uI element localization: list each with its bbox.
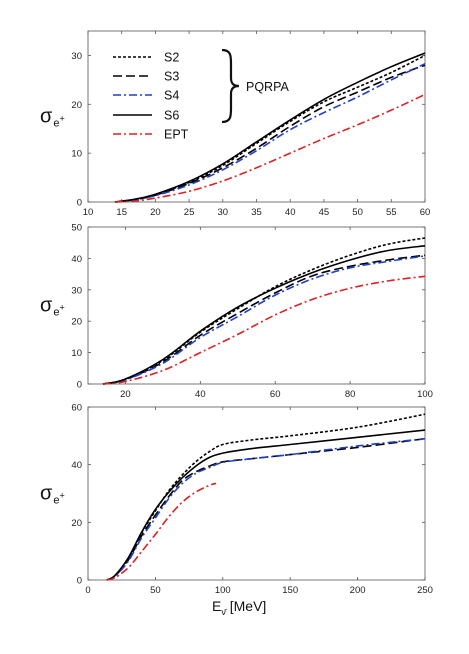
plot-frame	[87, 226, 426, 385]
x-tick-label: 25	[184, 207, 195, 218]
y-tick-label: 20	[71, 317, 82, 328]
x-tick-label: 50	[150, 585, 161, 596]
y-tick-label: 50	[71, 223, 82, 234]
y-tick-label: 10	[71, 149, 82, 160]
series-line-s2	[102, 237, 426, 385]
series-line-s6	[102, 245, 426, 385]
y-tick-label: 0	[77, 198, 82, 209]
x-tick-label: 60	[270, 389, 281, 400]
x-tick-label: 200	[350, 585, 366, 596]
x-tick-label: 150	[282, 585, 298, 596]
x-tick-label: 250	[417, 585, 433, 596]
legend-label-s4: S4	[164, 89, 179, 103]
x-tick-label: 100	[215, 585, 231, 596]
legend-group-label: PQRPA	[246, 80, 289, 94]
x-tick-label: 10	[83, 207, 94, 218]
x-tick-label: 45	[319, 207, 330, 218]
x-tick-label: 30	[218, 207, 229, 218]
x-tick-label: 40	[195, 389, 206, 400]
y-tick-label: 20	[71, 518, 82, 529]
y-tick-label: 30	[71, 51, 82, 62]
series-line-s3	[102, 254, 426, 385]
y-axis-label: σe+	[40, 106, 65, 130]
x-axis-label: Eν̄ [MeV]	[212, 598, 266, 617]
series-line-ept	[106, 482, 217, 581]
y-tick-label: 0	[77, 576, 82, 587]
y-tick-label: 0	[77, 380, 82, 391]
x-tick-label: 100	[417, 389, 433, 400]
chart-panel-3: 0 50 100 150 200 250 0 20 40 60 σe+ Eν̄ [MeV]	[40, 403, 433, 618]
series-line-s4	[102, 255, 426, 385]
y-tick-label: 20	[71, 100, 82, 111]
series-line-s2	[106, 413, 426, 581]
legend-label-s6: S6	[164, 109, 179, 123]
y-tick-label: 30	[71, 285, 82, 296]
x-tick-label: 80	[345, 389, 356, 400]
series-line-s6	[106, 429, 426, 581]
series-line-s4	[114, 62, 426, 203]
chart-panel-2: 20 40 60 80 100 0 10 20 30 40 50 σe+	[40, 223, 433, 401]
x-tick-label: 35	[251, 207, 262, 218]
y-axis-label: σe+	[40, 483, 65, 507]
y-tick-label: 10	[71, 348, 82, 359]
x-tick-label: 55	[386, 207, 397, 218]
legend: S2 S3 S4 S6 EPT PQRPA	[113, 48, 289, 142]
series-line-ept	[102, 275, 426, 385]
y-axis-label: σe+	[40, 295, 65, 319]
y-tick-label: 40	[71, 460, 82, 471]
legend-label-s3: S3	[164, 70, 179, 84]
x-tick-label: 20	[120, 389, 131, 400]
series-line-ept	[114, 93, 426, 203]
x-tick-label: 20	[150, 207, 161, 218]
legend-brace	[221, 48, 240, 124]
x-tick-label: 50	[352, 207, 363, 218]
plot-frame	[87, 406, 426, 581]
series-line-s6	[114, 52, 426, 203]
x-tick-label: 15	[116, 207, 127, 218]
y-tick-label: 60	[71, 403, 82, 414]
x-tick-label: 60	[420, 207, 431, 218]
y-tick-label: 40	[71, 254, 82, 265]
legend-label-ept: EPT	[164, 128, 189, 142]
legend-label-s2: S2	[164, 51, 179, 65]
x-tick-label: 0	[85, 585, 90, 596]
chart-panel-1: 10 15 20 25 30 35 40 45 50 55 600102030σe+S2S3S4S6…	[40, 30, 431, 218]
x-tick-label: 40	[285, 207, 296, 218]
series-line-s4	[106, 437, 426, 581]
series-line-s2	[114, 54, 426, 203]
